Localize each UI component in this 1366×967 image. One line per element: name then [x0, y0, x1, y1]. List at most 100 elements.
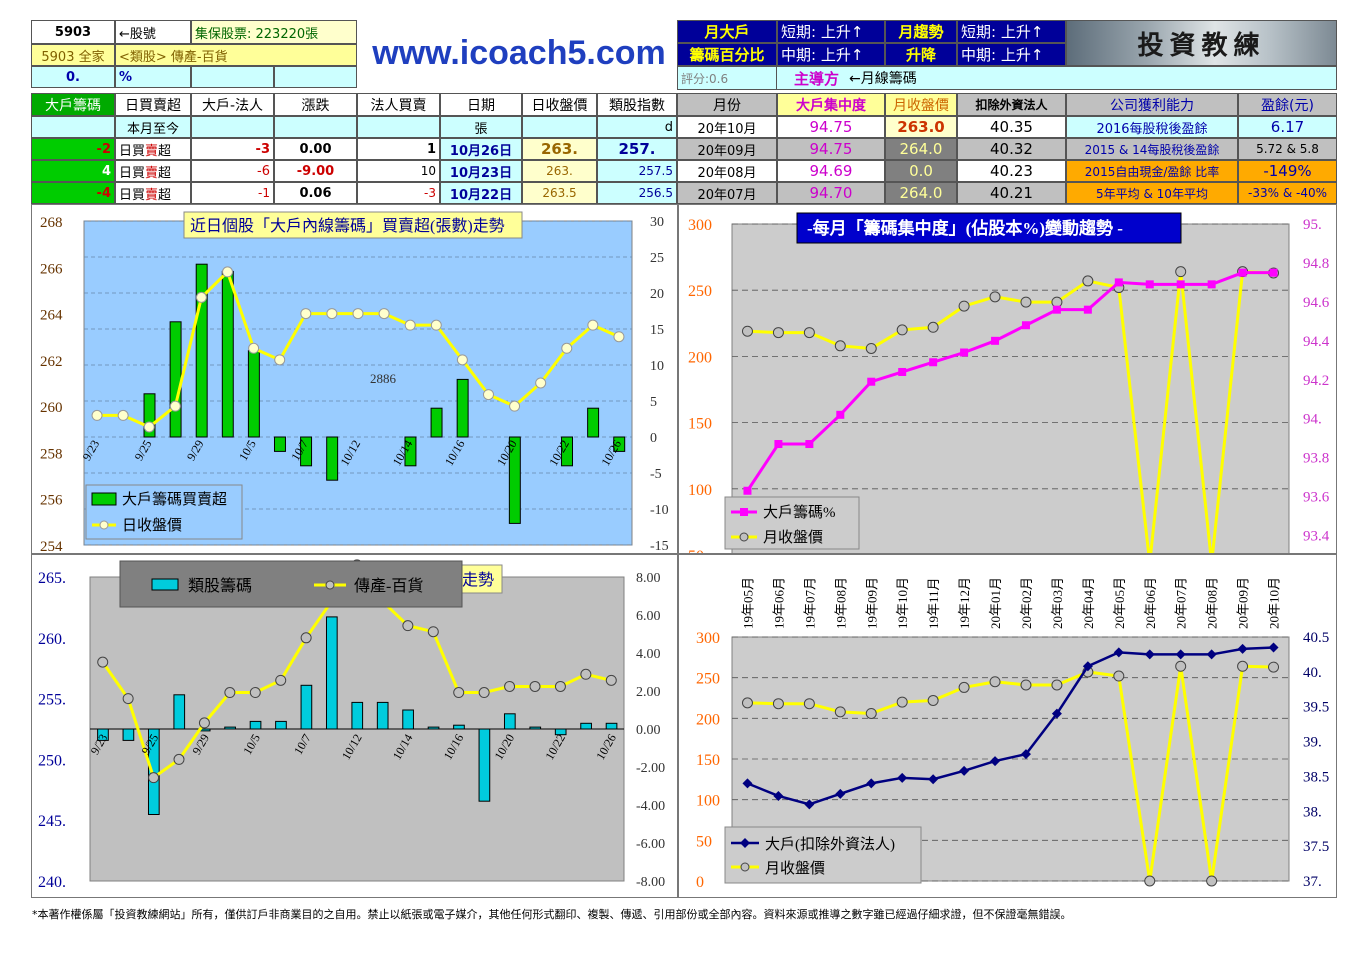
- point: [835, 788, 846, 799]
- point: [222, 266, 234, 278]
- change-value: 0.00: [274, 138, 357, 160]
- header-month-close: 月收盤價: [885, 93, 957, 116]
- date-value: 10月22日: [440, 182, 522, 204]
- y-right-tick-label: 94.: [1303, 412, 1322, 428]
- point: [427, 626, 439, 638]
- y-left-tick-label: 250.: [38, 752, 66, 769]
- daily-net-label: 日買賣超: [115, 160, 191, 182]
- x-tick-label: 20年07月: [1174, 577, 1189, 629]
- copyright-footer: *本著作權係屬「投資教練網站」所有，僅供訂戶非商業目的之自用。禁止以紙張或電子媒…: [32, 908, 1072, 921]
- y-left-tick-label: 264: [40, 308, 63, 324]
- y-right-tick-label: 94.6: [1303, 295, 1330, 311]
- leading-row: 主導方 ←月線籌碼: [777, 66, 1337, 90]
- point: [896, 324, 908, 336]
- point: [958, 681, 970, 693]
- point: [613, 331, 625, 343]
- logo: 投資教練: [1066, 20, 1337, 66]
- y-left-tick-label: 250: [688, 283, 712, 300]
- series-line: [747, 646, 1274, 806]
- unit-cell: [357, 116, 440, 138]
- y-right-tick-label: 8.00: [636, 571, 661, 586]
- daily-net-label: 日買賣超: [115, 138, 191, 160]
- y-left-tick-label: 200: [696, 711, 720, 728]
- y-right-tick-label: 40.5: [1303, 630, 1329, 646]
- x-tick-label: 20年03月: [1050, 577, 1065, 629]
- inst-trade-value: 10: [357, 160, 440, 182]
- profitability-label: 2015 & 14每股稅後盈餘: [1066, 138, 1238, 160]
- header-month: 月份: [677, 93, 777, 116]
- y-right-tick-label: 6.00: [636, 609, 661, 624]
- bar: [427, 726, 440, 730]
- bar: [326, 436, 339, 481]
- bar: [508, 436, 521, 524]
- bar: [503, 713, 516, 730]
- month-value: 20年08月: [677, 160, 777, 182]
- y-right-tick-label: 4.00: [636, 647, 661, 662]
- chart-title: 走勢: [462, 571, 494, 589]
- ex-foreign-value: 40.21: [957, 182, 1066, 204]
- bar: [453, 724, 465, 730]
- point: [198, 717, 210, 729]
- big-minus-inst-value: -3: [191, 138, 274, 160]
- point: [1206, 649, 1217, 660]
- point: [274, 354, 286, 366]
- point: [91, 409, 103, 421]
- monthly-big-label: 月大戶: [677, 20, 777, 43]
- chart-sector-chip: -8.00 -6.00 -4.00 -2.00 0.00 2.00 4.00 6.00 8.00…: [31, 554, 678, 898]
- point: [248, 342, 260, 354]
- point: [117, 409, 129, 421]
- point: [772, 698, 784, 710]
- point: [173, 753, 185, 765]
- bar: [275, 720, 287, 730]
- point: [927, 321, 939, 333]
- point: [834, 340, 846, 352]
- chart-daily-big-chip: -15 -10 -5 0 5 10 15 20 25 30 254 256 258 260 262 264 26…: [31, 204, 678, 554]
- ex-foreign-value: 40.35: [957, 116, 1066, 138]
- point: [803, 327, 815, 339]
- point: [378, 308, 390, 320]
- point: [554, 680, 566, 692]
- x-tick-label: 20年06月: [1143, 577, 1158, 629]
- y-right-tick-label: 38.5: [1303, 769, 1329, 785]
- eps-value: -149%: [1238, 160, 1337, 182]
- header-sector-index: 類股指數: [597, 93, 677, 116]
- point: [1083, 305, 1092, 314]
- x-tick-label: 20年01月: [988, 577, 1003, 629]
- bar: [300, 684, 313, 730]
- y-right-tick-label: 5: [650, 395, 657, 410]
- point: [896, 696, 908, 708]
- legend-swatch: [91, 492, 117, 506]
- y-right-tick-label: 95.: [1303, 217, 1322, 233]
- y-left-tick-label: 255.: [38, 692, 66, 709]
- y-right-tick-label: -5: [650, 467, 662, 482]
- point: [991, 336, 1000, 345]
- stock-code: 5903: [31, 20, 115, 44]
- unit-cell: [191, 116, 274, 138]
- x-tick-label: 19年11月: [926, 577, 941, 629]
- date-value: 10月23日: [440, 160, 522, 182]
- point: [143, 421, 155, 433]
- eps-value: -33% & -40%: [1238, 182, 1337, 204]
- legend-swatch: [151, 578, 179, 591]
- point: [504, 680, 516, 692]
- legend-marker: [325, 580, 335, 590]
- x-tick-label: 19年12月: [957, 577, 972, 629]
- header-concentration: 大戶集中度: [777, 93, 885, 116]
- change-value: -9.00: [274, 160, 357, 182]
- point: [1082, 275, 1094, 287]
- eps-value: 5.72 & 5.8: [1238, 138, 1337, 160]
- point: [478, 687, 490, 699]
- point: [1082, 661, 1093, 672]
- stock-name: 5903 全家: [31, 44, 115, 66]
- point: [773, 790, 784, 801]
- x-tick-label: 19年10月: [895, 577, 910, 629]
- site-title[interactable]: www.icoach5.com: [372, 33, 666, 72]
- point: [1113, 647, 1124, 658]
- bar: [613, 436, 626, 452]
- y-left-tick-label: 266: [40, 261, 63, 277]
- bar: [195, 263, 208, 438]
- point: [1020, 749, 1031, 760]
- leading-label: 主導方: [794, 69, 840, 88]
- bar: [605, 722, 618, 730]
- y-right-tick-label: 39.: [1303, 735, 1322, 751]
